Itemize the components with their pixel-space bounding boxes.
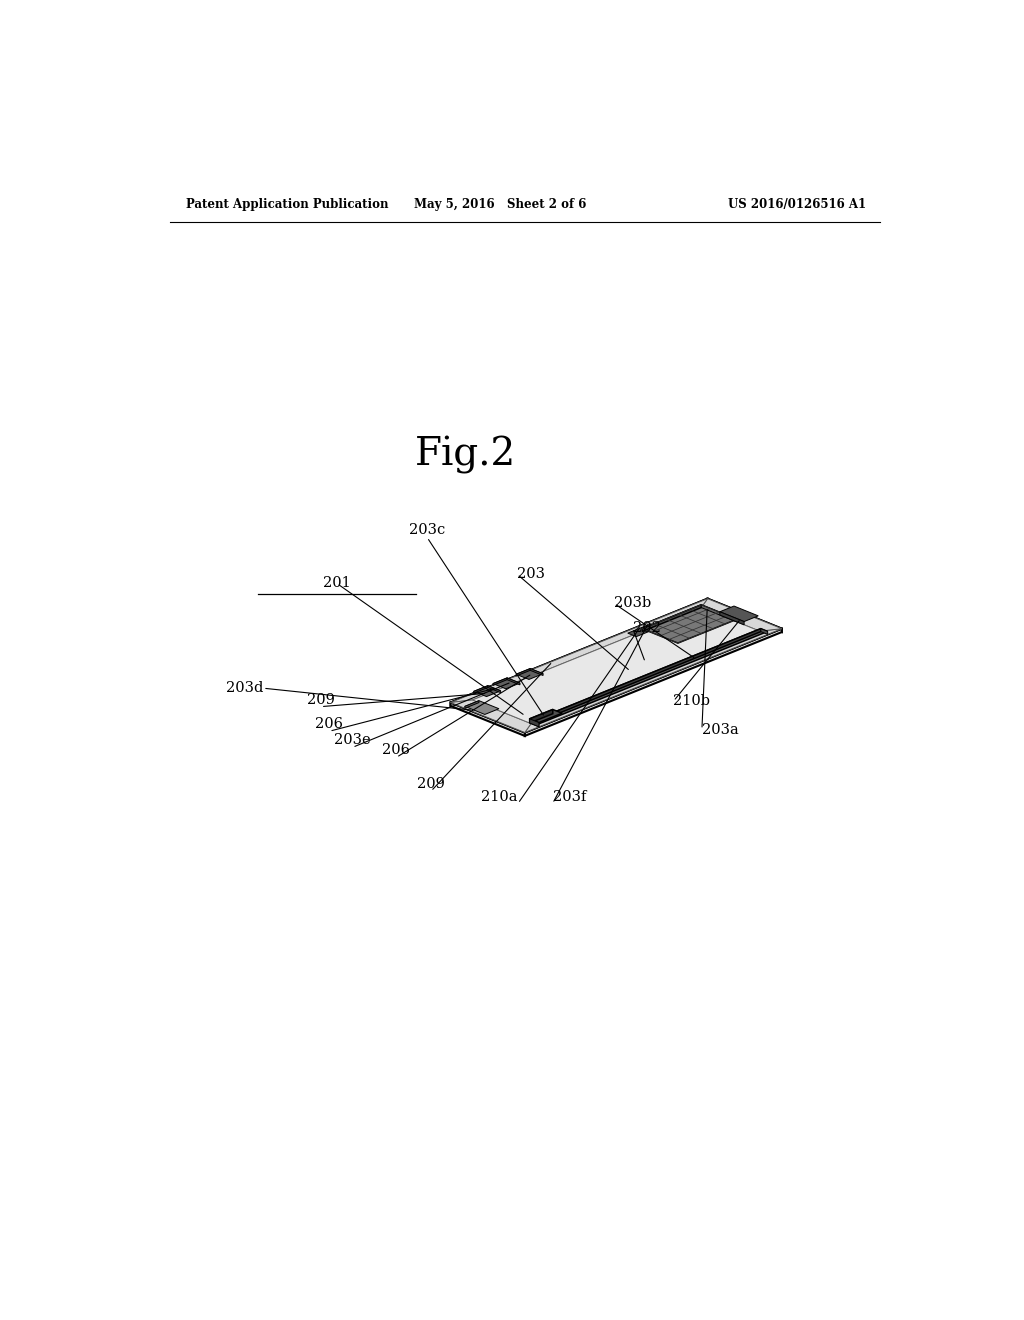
Polygon shape — [451, 599, 708, 706]
Polygon shape — [516, 668, 543, 680]
Polygon shape — [530, 668, 543, 676]
Polygon shape — [524, 628, 781, 733]
Text: Patent Application Publication: Patent Application Publication — [186, 198, 388, 211]
Polygon shape — [493, 678, 520, 689]
Polygon shape — [701, 599, 781, 631]
Polygon shape — [708, 599, 781, 632]
Polygon shape — [451, 702, 524, 737]
Polygon shape — [720, 606, 758, 622]
Text: 201: 201 — [323, 577, 351, 590]
Polygon shape — [493, 678, 507, 685]
Text: 206: 206 — [315, 717, 343, 731]
Polygon shape — [516, 668, 530, 676]
Polygon shape — [465, 701, 499, 714]
Polygon shape — [701, 605, 737, 622]
Polygon shape — [451, 599, 708, 702]
Polygon shape — [524, 628, 781, 737]
Text: 203a: 203a — [701, 723, 738, 737]
Polygon shape — [465, 701, 479, 709]
Text: May 5, 2016   Sheet 2 of 6: May 5, 2016 Sheet 2 of 6 — [414, 198, 587, 211]
Text: 203d: 203d — [225, 681, 263, 696]
Polygon shape — [529, 719, 539, 727]
Text: 203e: 203e — [334, 734, 371, 747]
Polygon shape — [472, 607, 760, 723]
Polygon shape — [474, 685, 487, 693]
Text: 206: 206 — [382, 743, 411, 758]
Text: 209: 209 — [417, 777, 444, 792]
Polygon shape — [451, 599, 781, 733]
Text: 203b: 203b — [614, 597, 651, 610]
Text: 202: 202 — [633, 622, 660, 635]
Polygon shape — [451, 700, 531, 733]
Text: 203f: 203f — [553, 789, 586, 804]
Polygon shape — [507, 678, 520, 685]
Polygon shape — [642, 605, 737, 643]
Text: 210b: 210b — [674, 694, 711, 709]
Polygon shape — [474, 685, 501, 697]
Polygon shape — [720, 611, 744, 624]
Polygon shape — [529, 709, 562, 722]
Polygon shape — [642, 605, 701, 631]
Text: 209: 209 — [307, 693, 335, 706]
Text: Fig.2: Fig.2 — [415, 436, 516, 474]
Text: 210a: 210a — [481, 789, 518, 804]
Polygon shape — [532, 628, 768, 723]
Polygon shape — [761, 628, 768, 635]
Polygon shape — [487, 685, 501, 693]
Text: 203c: 203c — [409, 523, 445, 537]
Text: 203: 203 — [517, 568, 545, 581]
Polygon shape — [628, 624, 659, 636]
Polygon shape — [532, 628, 761, 725]
Polygon shape — [532, 721, 539, 727]
Text: US 2016/0126516 A1: US 2016/0126516 A1 — [728, 198, 866, 211]
Polygon shape — [529, 709, 553, 723]
